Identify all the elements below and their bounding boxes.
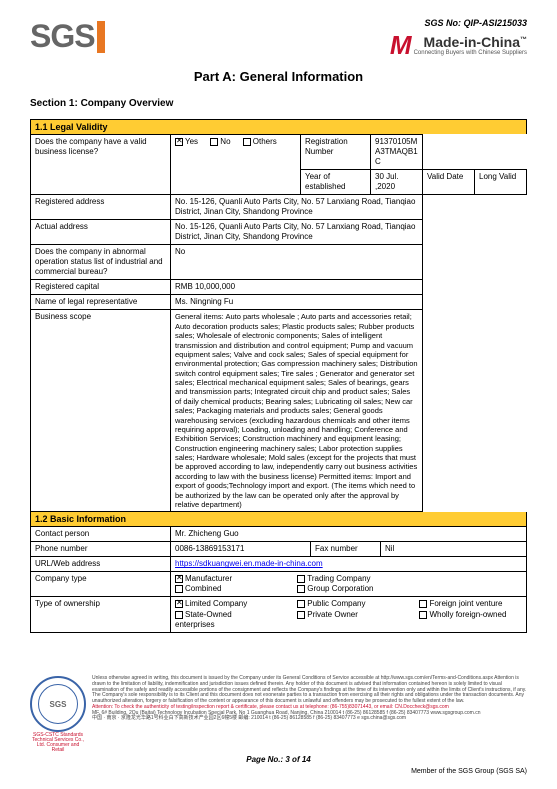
- web-link[interactable]: https://sdkuangwei.en.made-in-china.com: [175, 559, 323, 568]
- sgs-stamp-icon: SGS: [30, 676, 86, 732]
- label-fax: Fax number: [311, 542, 381, 557]
- label-company-type: Company type: [31, 572, 171, 597]
- checkbox-group: [297, 585, 305, 593]
- sgs-logo-bar: [97, 21, 105, 53]
- checkbox-limited: [175, 600, 183, 608]
- label-year-est: Year of established: [301, 170, 371, 195]
- label-phone: Phone number: [31, 542, 171, 557]
- header-right: SGS No: QIP-ASI215033 M Made-in-China™ C…: [390, 18, 527, 57]
- value-year-est: 30 Jul. ,2020: [371, 170, 423, 195]
- license-options: Yes No Others: [171, 135, 301, 195]
- label-scope: Business scope: [31, 310, 171, 512]
- ownership-options: Limited Company Public Company Foreign j…: [171, 597, 527, 632]
- page-number: Page No.: 3 of 14: [30, 755, 527, 764]
- value-scope: General items: Auto parts wholesale ; Au…: [171, 310, 423, 512]
- made-in-china-logo: M Made-in-China™ Connecting Buyers with …: [390, 34, 527, 57]
- mic-tagline: Connecting Buyers with Chinese Suppliers: [414, 50, 527, 56]
- checkbox-others: [243, 138, 251, 146]
- checkbox-state: [175, 611, 183, 619]
- checkbox-combined: [175, 585, 183, 593]
- label-contact: Contact person: [31, 527, 171, 542]
- checkbox-trading: [297, 575, 305, 583]
- label-abnormal: Does the company in abnormal operation s…: [31, 245, 171, 280]
- sgs-no: SGS No: QIP-ASI215033: [390, 18, 527, 28]
- label-reg-cap: Registered capital: [31, 280, 171, 295]
- value-reg-cap: RMB 10,000,000: [171, 280, 423, 295]
- label-legal-rep: Name of legal representative: [31, 295, 171, 310]
- value-reg-addr: No. 15-126, Quanli Auto Parts City, No. …: [171, 195, 423, 220]
- stamp-block: SGS SGS-CSTC Standards Technical Service…: [30, 676, 86, 753]
- value-contact: Mr. Zhicheng Guo: [171, 527, 527, 542]
- legal-validity-table: Does the company have a valid business l…: [30, 134, 527, 512]
- value-valid-date: Long Valid: [475, 170, 527, 195]
- checkbox-foreign: [419, 600, 427, 608]
- label-url: URL/Web address: [31, 557, 171, 572]
- label-reg-addr: Registered address: [31, 195, 171, 220]
- label-ownership: Type of ownership: [31, 597, 171, 632]
- checkbox-public: [297, 600, 305, 608]
- checkbox-no: [210, 138, 218, 146]
- value-legal-rep: Ms. Ningning Fu: [171, 295, 423, 310]
- value-act-addr: No. 15-126, Quanli Auto Parts City, No. …: [171, 220, 423, 245]
- value-url: https://sdkuangwei.en.made-in-china.com: [171, 557, 527, 572]
- page-footer: SGS SGS-CSTC Standards Technical Service…: [30, 676, 527, 775]
- mic-main-text: Made-in-China™: [414, 34, 527, 50]
- label-license: Does the company have a valid business l…: [31, 135, 171, 195]
- part-title: Part A: General Information: [30, 69, 527, 84]
- checkbox-wholly: [419, 611, 427, 619]
- label-valid-date: Valid Date: [423, 170, 475, 195]
- disclaimer-text: Unless otherwise agreed in writing, this…: [92, 676, 527, 722]
- value-fax: Nil: [381, 542, 527, 557]
- label-reg-number: Registration Number: [301, 135, 371, 170]
- mic-m-icon: M: [390, 34, 412, 57]
- section-1-title: Section 1: Company Overview: [30, 98, 527, 109]
- checkbox-manufacturer: [175, 575, 183, 583]
- member-line: Member of the SGS Group (SGS SA): [30, 768, 527, 775]
- value-abnormal: No: [171, 245, 423, 280]
- value-phone: 0086-13869153171: [171, 542, 311, 557]
- page-header: SGS SGS No: QIP-ASI215033 M Made-in-Chin…: [30, 18, 527, 57]
- band-legal-validity: 1.1 Legal Validity: [30, 119, 527, 134]
- sgs-logo-text: SGS: [30, 18, 95, 55]
- company-type-options: Manufacturer Trading Company Combined Gr…: [171, 572, 527, 597]
- sgs-logo: SGS: [30, 18, 105, 55]
- checkbox-yes: [175, 138, 183, 146]
- value-reg-number: 91370105MA3TMAQB1C: [371, 135, 423, 170]
- band-basic-info: 1.2 Basic Information: [30, 512, 527, 526]
- checkbox-private: [297, 611, 305, 619]
- stamp-caption: SGS-CSTC Standards Technical Services Co…: [30, 733, 86, 753]
- label-act-addr: Actual address: [31, 220, 171, 245]
- basic-info-table: Contact person Mr. Zhicheng Guo Phone nu…: [30, 526, 527, 633]
